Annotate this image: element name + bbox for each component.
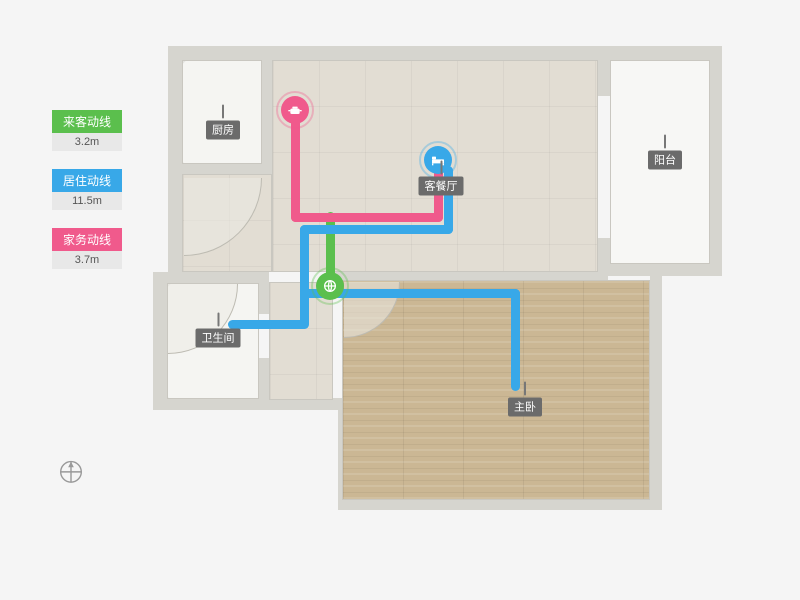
legend-label: 来客动线 (52, 110, 122, 133)
wall-segment (262, 60, 272, 174)
room-label: 卫生间 (196, 313, 241, 348)
wall-segment (596, 264, 722, 276)
room-label: 客餐厅 (419, 161, 464, 196)
wall-segment (168, 46, 182, 284)
floorplan-canvas: 来客动线 3.2m 居住动线 11.5m 家务动线 3.7m 厨房客餐厅卫生间主… (0, 0, 800, 600)
wall-segment (259, 358, 269, 401)
room-label: 阳台 (648, 135, 682, 170)
wall-segment (332, 272, 608, 280)
wall-segment (259, 272, 269, 314)
room-label: 厨房 (206, 105, 240, 140)
wall-segment (168, 46, 722, 60)
compass-icon (56, 455, 86, 485)
path-node-entry (316, 272, 344, 300)
wall-segment (650, 272, 662, 510)
legend-item-guest: 来客动线 3.2m (52, 110, 122, 151)
path-segment (300, 225, 453, 234)
wall-segment (153, 272, 167, 410)
room-label: 主卧 (508, 382, 542, 417)
legend-label: 家务动线 (52, 228, 122, 251)
legend-value: 11.5m (52, 192, 122, 210)
legend-item-resident: 居住动线 11.5m (52, 169, 122, 210)
wall-segment (182, 164, 268, 174)
path-segment (291, 213, 443, 222)
path-segment (511, 289, 520, 391)
path-node-kitchen (281, 96, 309, 124)
wall-segment (596, 46, 610, 96)
legend-label: 居住动线 (52, 169, 122, 192)
path-segment (291, 116, 300, 222)
legend: 来客动线 3.2m 居住动线 11.5m 家务动线 3.7m (52, 110, 122, 287)
wall-segment (166, 272, 266, 283)
legend-item-housework: 家务动线 3.7m (52, 228, 122, 269)
legend-value: 3.7m (52, 251, 122, 269)
wall-segment (708, 46, 722, 276)
legend-value: 3.2m (52, 133, 122, 151)
